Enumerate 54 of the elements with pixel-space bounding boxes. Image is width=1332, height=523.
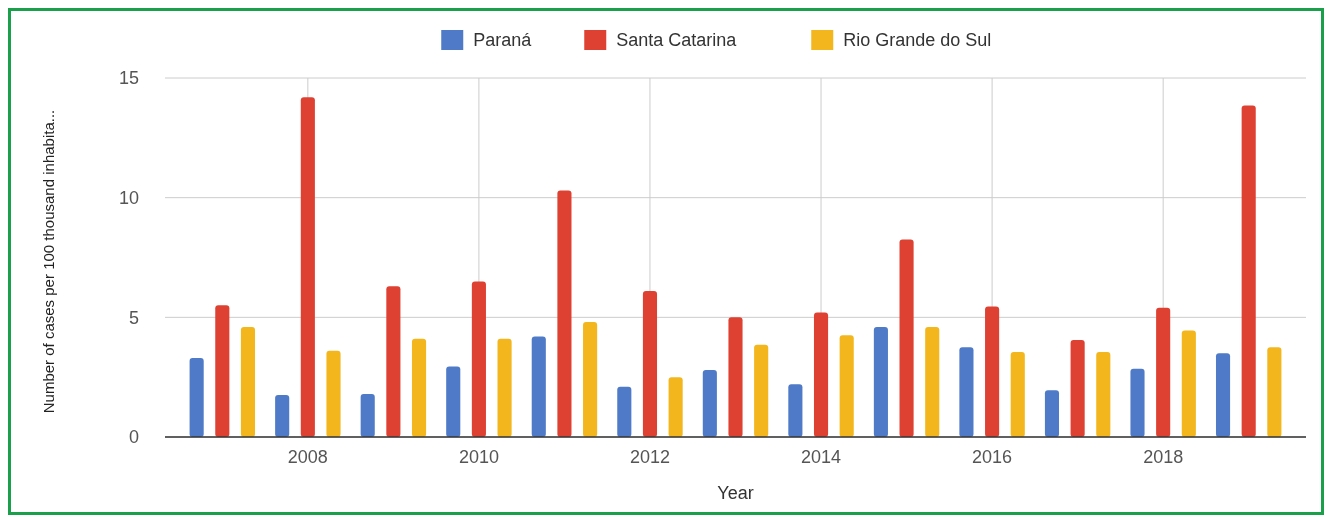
x-tick-label: 2012: [629, 447, 670, 467]
bar: [788, 384, 803, 437]
bar: [471, 281, 486, 437]
bar: [1156, 307, 1171, 437]
legend-label: Rio Grande do Sul: [843, 30, 992, 51]
bar: [702, 369, 717, 437]
bar: [386, 286, 401, 437]
bar: [446, 366, 461, 437]
x-tick-label: 2016: [972, 447, 1013, 467]
bar: [1010, 352, 1025, 437]
bar: [1070, 340, 1085, 437]
x-tick-label: 2018: [1143, 447, 1184, 467]
x-axis-title: Year: [717, 483, 754, 503]
bar: [275, 395, 290, 437]
bar: [240, 326, 256, 437]
bar: [754, 344, 769, 437]
bar: [873, 326, 888, 437]
bar: [959, 347, 974, 437]
bar: [1130, 368, 1145, 437]
bar: [728, 317, 743, 437]
y-tick-label: 10: [118, 187, 139, 208]
bar: [326, 350, 341, 437]
bar: [1181, 330, 1196, 437]
bar: [531, 336, 546, 437]
bar: [360, 393, 375, 437]
bar: [899, 239, 914, 437]
bar: [557, 190, 572, 437]
y-axis-title: Number of cases per 100 thousand inhabita...: [40, 109, 57, 414]
bar: [617, 386, 632, 437]
bar: [583, 322, 598, 437]
bar: [300, 97, 315, 437]
legend-label: Santa Catarina: [616, 30, 738, 51]
y-tick-label: 5: [128, 307, 139, 328]
bar: [1044, 390, 1060, 437]
bar: [189, 358, 204, 437]
x-tick-label: 2008: [287, 447, 328, 467]
y-tick-label: 15: [118, 68, 139, 89]
bar: [642, 291, 658, 437]
bar: [925, 326, 940, 437]
bar: [1215, 353, 1231, 437]
bar: [839, 335, 854, 437]
x-tick-label: 2014: [801, 447, 842, 467]
bar: [813, 312, 829, 437]
legend-label: Paraná: [473, 30, 533, 51]
bar: [497, 338, 512, 437]
bar: [215, 305, 230, 437]
bar: [411, 338, 427, 437]
bar: [1241, 105, 1256, 437]
x-tick-label: 2010: [458, 447, 499, 467]
bar: [668, 377, 683, 437]
y-tick-label: 0: [128, 427, 139, 448]
bar: [985, 306, 1000, 437]
bar: [1096, 352, 1111, 437]
bar: [1267, 347, 1282, 437]
